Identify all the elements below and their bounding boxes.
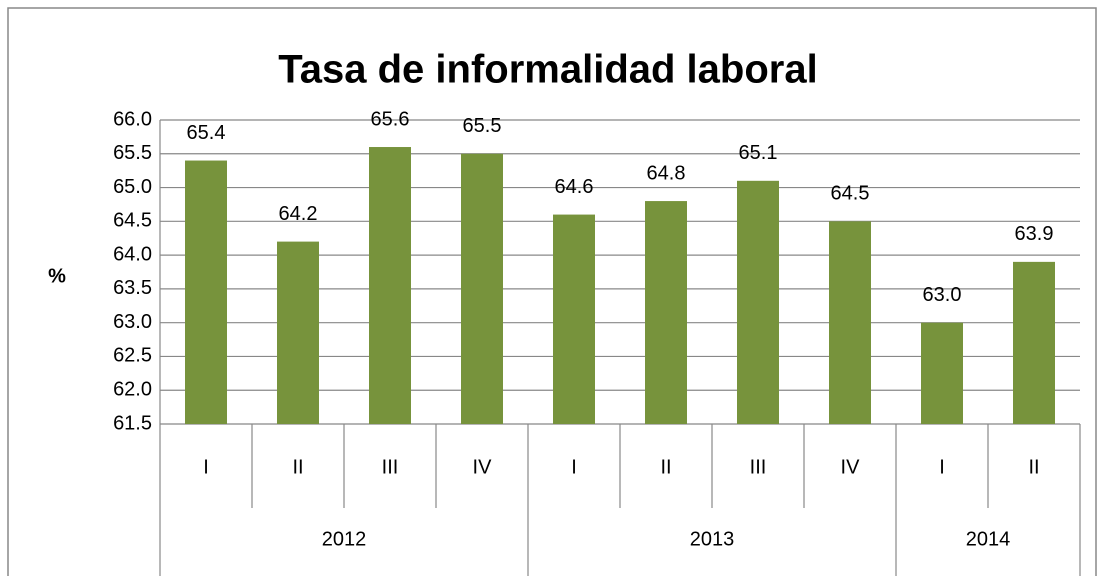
data-label: 64.6 xyxy=(555,176,594,198)
y-tick-label: 63.5 xyxy=(113,277,152,299)
bar xyxy=(369,147,411,424)
y-tick-label: 64.0 xyxy=(113,243,152,265)
x-group-label: 2014 xyxy=(966,528,1011,550)
data-label: 65.5 xyxy=(463,115,502,137)
data-label: 65.4 xyxy=(187,122,226,144)
bar xyxy=(645,201,687,424)
data-label: 64.8 xyxy=(647,162,686,184)
x-tick-label: I xyxy=(571,456,577,478)
bar xyxy=(1013,261,1055,424)
x-tick-label: II xyxy=(660,456,671,478)
x-tick-label: IV xyxy=(473,456,493,478)
x-tick-label: I xyxy=(939,456,945,478)
data-label: 65.1 xyxy=(739,142,778,164)
bar xyxy=(553,214,595,424)
bar xyxy=(277,241,319,424)
y-tick-label: 64.5 xyxy=(113,210,152,232)
y-tick-label: 62.0 xyxy=(113,379,152,401)
x-tick-label: III xyxy=(750,456,767,478)
y-tick-label: 65.0 xyxy=(113,176,152,198)
data-label: 64.5 xyxy=(831,183,870,205)
data-label: 65.6 xyxy=(371,108,410,130)
data-label: 64.2 xyxy=(279,203,318,225)
bar xyxy=(461,153,503,424)
y-tick-label: 63.0 xyxy=(113,311,152,333)
y-tick-label: 66.0 xyxy=(113,108,152,130)
x-group-label: 2013 xyxy=(690,528,735,550)
bar xyxy=(185,160,227,425)
bar xyxy=(829,221,871,424)
bar xyxy=(921,322,963,424)
x-tick-label: II xyxy=(1028,456,1039,478)
y-axis-label: % xyxy=(48,265,66,287)
x-tick-label: I xyxy=(203,456,209,478)
x-tick-label: II xyxy=(292,456,303,478)
data-label: 63.0 xyxy=(923,284,962,306)
y-tick-label: 65.5 xyxy=(113,142,152,164)
x-tick-label: III xyxy=(382,456,399,478)
x-tick-label: IV xyxy=(841,456,861,478)
y-tick-label: 62.5 xyxy=(113,345,152,367)
x-group-label: 2012 xyxy=(322,528,367,550)
chart-title: Tasa de informalidad laboral xyxy=(278,48,817,92)
data-label: 63.9 xyxy=(1015,223,1054,245)
y-tick-label: 61.5 xyxy=(113,412,152,434)
bar xyxy=(737,180,779,424)
